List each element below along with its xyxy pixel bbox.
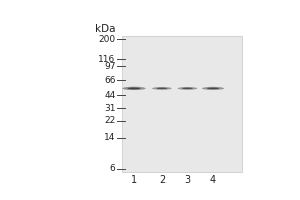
Text: kDa: kDa [95, 24, 116, 34]
Ellipse shape [128, 88, 140, 89]
Text: 116: 116 [98, 55, 116, 64]
Text: 2: 2 [159, 175, 165, 185]
Ellipse shape [182, 88, 193, 89]
Text: 4: 4 [210, 175, 216, 185]
Ellipse shape [178, 87, 197, 90]
Text: 22: 22 [104, 116, 116, 125]
Text: 31: 31 [104, 104, 116, 113]
Ellipse shape [122, 87, 146, 90]
Text: 97: 97 [104, 62, 116, 71]
Ellipse shape [202, 87, 224, 90]
Text: 200: 200 [98, 35, 116, 44]
Bar [122, 36, 242, 172]
Text: 1: 1 [131, 175, 137, 185]
Text: 44: 44 [104, 91, 116, 100]
Ellipse shape [207, 88, 219, 89]
Ellipse shape [157, 88, 167, 89]
Text: 66: 66 [104, 76, 116, 85]
Ellipse shape [152, 87, 172, 90]
Text: 6: 6 [110, 164, 116, 173]
Text: 3: 3 [184, 175, 190, 185]
Text: 14: 14 [104, 133, 116, 142]
